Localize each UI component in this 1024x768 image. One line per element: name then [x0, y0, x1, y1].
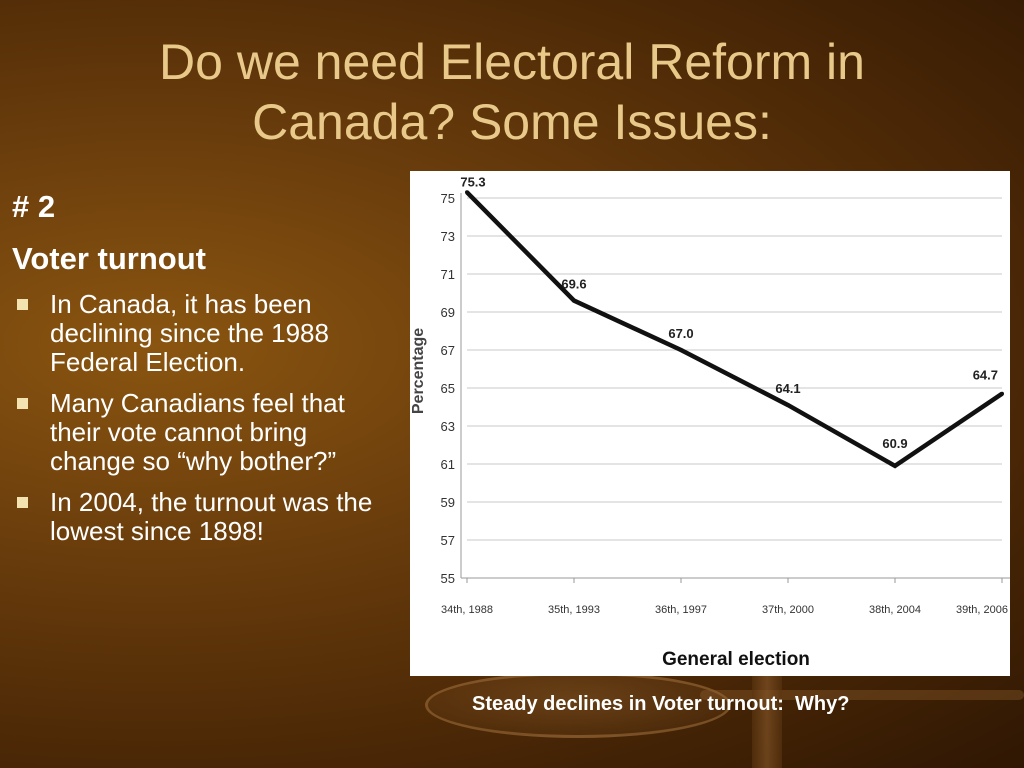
y-tick-label: 69 [441, 305, 455, 320]
square-bullet-icon [17, 398, 28, 409]
data-point [572, 298, 576, 303]
x-tick-label: 35th, 1993 [548, 604, 600, 616]
y-tick-labels: 55 57 59 61 63 65 67 69 71 73 75 [441, 191, 455, 586]
data-point [1000, 391, 1004, 396]
y-tick-label: 61 [441, 457, 455, 472]
x-tick-label: 36th, 1997 [655, 604, 707, 616]
data-label: 69.6 [561, 277, 586, 292]
square-bullet-icon [17, 497, 28, 508]
slide-title-line-1: Do we need Electoral Reform in [159, 34, 865, 90]
bullet-text: Many Canadians feel that their vote cann… [50, 388, 345, 476]
slide-title: Do we need Electoral Reform in Canada? S… [0, 32, 1024, 152]
y-tick-label: 59 [441, 495, 455, 510]
x-tick-label: 39th, 2006 [956, 604, 1008, 616]
slide-title-line-2: Canada? Some Issues: [252, 94, 772, 150]
data-point [786, 403, 790, 408]
decorative-scale-arm [700, 690, 1024, 700]
turnout-chart: 55 57 59 61 63 65 67 69 71 73 75 34th, 1988 35th, 1… [410, 171, 1010, 676]
x-tick-label: 37th, 2000 [762, 604, 814, 616]
turnout-chart-svg: 55 57 59 61 63 65 67 69 71 73 75 34th, 1988 35th, 1… [410, 174, 1010, 670]
square-bullet-icon [17, 299, 28, 310]
x-tick-labels: 34th, 1988 35th, 1993 36th, 1997 37th, 2000… [441, 604, 1008, 616]
data-label: 64.7 [973, 368, 998, 383]
bullet-text: In 2004, the turnout was the lowest sinc… [50, 487, 373, 546]
data-label: 60.9 [882, 436, 907, 451]
issue-number: # 2 [12, 189, 56, 224]
data-point [465, 190, 469, 195]
y-tick-label: 57 [441, 533, 455, 548]
y-axis-label: Percentage [410, 328, 427, 414]
data-point [679, 348, 683, 352]
chart-series [465, 190, 1004, 469]
y-tick-label: 75 [441, 191, 455, 206]
x-axis-label: General election [662, 649, 810, 670]
y-tick-label: 71 [441, 267, 455, 282]
y-tick-label: 63 [441, 419, 455, 434]
x-tick-label: 38th, 2004 [869, 604, 921, 616]
data-label: 64.1 [775, 381, 800, 396]
bullet-item: Many Canadians feel that their vote cann… [14, 389, 394, 476]
bullet-text: In Canada, it has been declining since t… [50, 289, 329, 377]
chart-gridlines [467, 197, 1002, 579]
data-labels: 75.3 69.6 67.0 64.1 60.9 64.7 [460, 174, 998, 451]
y-tick-label: 73 [441, 229, 455, 244]
data-label: 75.3 [460, 174, 485, 189]
y-tick-label: 67 [441, 343, 455, 358]
bullet-list: In Canada, it has been declining since t… [14, 290, 394, 558]
y-tick-label: 55 [441, 571, 455, 586]
y-tick-label: 65 [441, 381, 455, 396]
x-tick-label: 34th, 1988 [441, 604, 493, 616]
bullet-item: In 2004, the turnout was the lowest sinc… [14, 488, 394, 546]
issue-heading: Voter turnout [12, 241, 207, 276]
turnout-line [465, 190, 1004, 469]
bullet-item: In Canada, it has been declining since t… [14, 290, 394, 377]
chart-axes [460, 193, 1010, 583]
data-point [893, 463, 897, 468]
data-label: 67.0 [668, 326, 693, 341]
chart-caption: Steady declines in Voter turnout: Why? [472, 693, 850, 715]
